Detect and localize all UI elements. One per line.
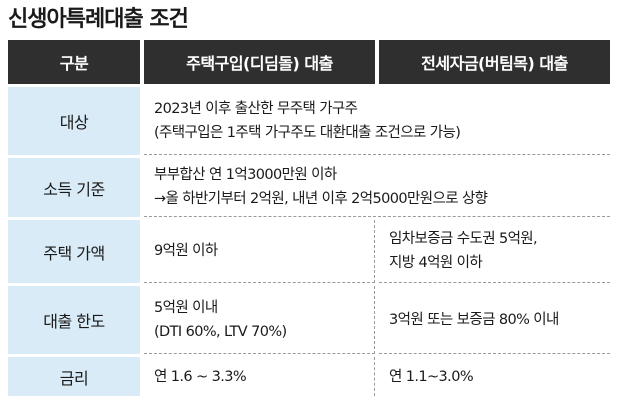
page-title: 신생아특례대출 조건 bbox=[8, 7, 189, 32]
house-value-jeonse-cell: 임차보증금 수도권 5억원, 지방 4억원 이하 bbox=[379, 220, 610, 283]
house-value-purchase: 9억원 이하 bbox=[154, 243, 218, 259]
house-value-jeonse-line2: 지방 4억원 이하 bbox=[389, 255, 483, 271]
interest-rate-jeonse-cell: 연 1.1~3.0% bbox=[379, 357, 610, 396]
house-value-purchase-cell: 9억원 이하 bbox=[144, 220, 375, 283]
loan-limit-purchase-line2: (DTI 60%, LTV 70%) bbox=[154, 323, 287, 340]
income-line: 부부합산 연 1억3000만원 이하 bbox=[154, 167, 337, 183]
loan-limit-jeonse-cell: 3억원 또는 보증금 80% 이내 bbox=[379, 286, 610, 354]
eligibility-line: 2023년 이후 출산한 무주택 가구주 bbox=[154, 100, 358, 117]
interest-rate-purchase-cell: 연 1.6 ~ 3.3% bbox=[144, 357, 375, 396]
row-label-loan-limit: 대출 한도 bbox=[8, 286, 140, 354]
row-label-interest-rate: 금리 bbox=[8, 357, 140, 396]
income-change-note: →올 하반기부터 2억원, 내년 이후 2억5000만원으로 상향 bbox=[154, 191, 488, 207]
interest-rate-purchase: 연 1.6 ~ 3.3% bbox=[154, 368, 247, 385]
row-label-house-value: 주택 가액 bbox=[8, 220, 140, 283]
conditions-table: 구분 주택구입(디딤돌) 대출 전세자금(버팀목) 대출 대상 2023년 이후… bbox=[8, 40, 610, 396]
interest-rate-jeonse: 연 1.1~3.0% bbox=[389, 368, 474, 385]
row-label-eligibility: 대상 bbox=[8, 87, 140, 155]
income-cell: 부부합산 연 1억3000만원 이하 →올 하반기부터 2억원, 내년 이후 2… bbox=[144, 158, 610, 217]
header-category: 구분 bbox=[8, 40, 140, 84]
eligibility-cell: 2023년 이후 출산한 무주택 가구주 (주택구입은 1주택 가구주도 대환대… bbox=[144, 87, 610, 155]
loan-limit-purchase-cell: 5억원 이내 (DTI 60%, LTV 70%) bbox=[144, 286, 375, 354]
loan-limit-jeonse: 3억원 또는 보증금 80% 이내 bbox=[389, 311, 559, 328]
header-jeonse-loan: 전세자금(버팀목) 대출 bbox=[379, 40, 610, 84]
header-purchase-loan: 주택구입(디딤돌) 대출 bbox=[144, 40, 375, 84]
house-value-jeonse-line1: 임차보증금 수도권 5억원, bbox=[389, 231, 538, 247]
eligibility-note: (주택구입은 1주택 가구주도 대환대출 조건으로 가능) bbox=[154, 124, 461, 141]
loan-limit-purchase-line1: 5억원 이내 bbox=[154, 299, 218, 316]
row-label-income: 소득 기준 bbox=[8, 158, 140, 217]
